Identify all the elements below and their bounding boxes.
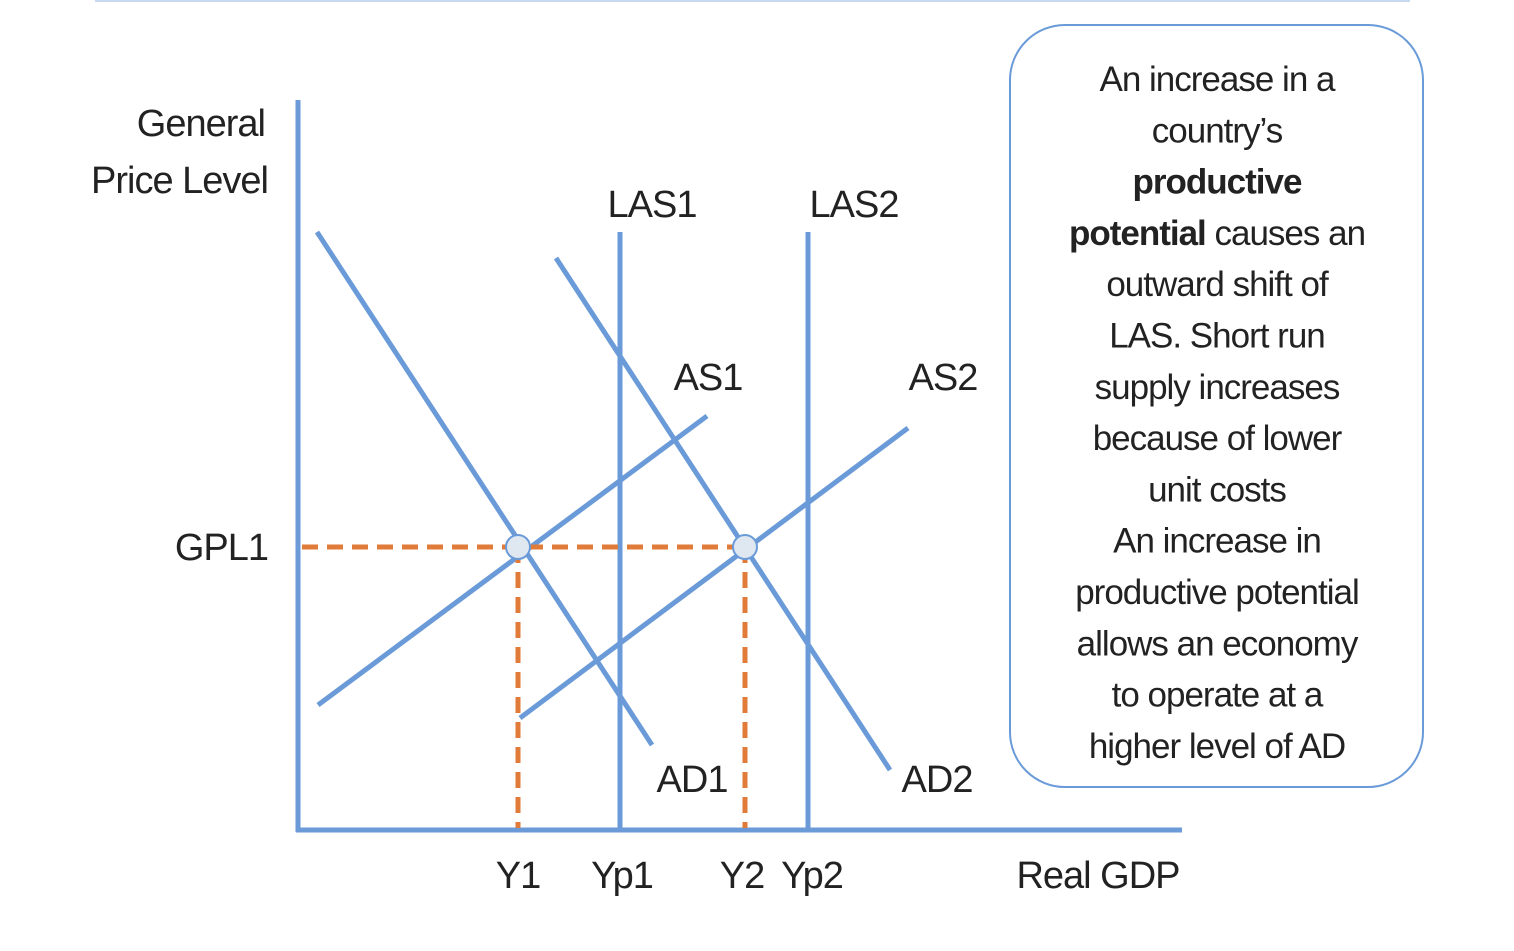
note-text: allows an economy [1077, 625, 1359, 664]
note-text: to operate at a [1112, 676, 1324, 715]
note-line: productive potential [1075, 573, 1359, 612]
note-line: LAS. Short run [1109, 317, 1325, 356]
note-text: productive potential [1075, 573, 1359, 612]
note-bold-text: productive [1133, 163, 1302, 202]
note-line: because of lower [1093, 419, 1343, 458]
note-line: outward shift of [1106, 265, 1329, 304]
note-line: unit costs [1148, 471, 1286, 510]
note-line: country’s [1152, 112, 1283, 151]
equilibrium-1 [505, 534, 531, 560]
x-label: Y2 [720, 855, 764, 897]
note-text: An increase in [1113, 522, 1321, 561]
note-text: LAS. Short run [1109, 317, 1325, 356]
curve-label: LAS2 [810, 184, 899, 226]
note-line: higher level of AD [1089, 727, 1345, 766]
note-border [1009, 24, 1424, 788]
note-text: because of lower [1093, 419, 1343, 458]
note-text: An increase in a [1100, 60, 1337, 99]
note-line: productive [1133, 163, 1302, 202]
x-label: Y1 [496, 855, 540, 897]
note-text: unit costs [1148, 471, 1286, 510]
y-axis-label: Price Level [91, 160, 268, 202]
curve-label: AD2 [902, 759, 973, 801]
gpl-label: GPL1 [175, 527, 268, 569]
as2-curve [518, 425, 910, 721]
x-label: Yp1 [591, 855, 653, 897]
equilibrium-2 [732, 534, 758, 560]
note-text: causes an [1206, 214, 1365, 253]
curve-label: AD1 [657, 759, 728, 801]
note-text: supply increases [1095, 368, 1340, 407]
as1-curve [316, 413, 709, 708]
note-text: outward shift of [1106, 265, 1329, 304]
note-line: allows an economy [1077, 625, 1359, 664]
curve-label: AS1 [674, 357, 743, 399]
note-line: potential causes an [1069, 214, 1365, 253]
note-line: to operate at a [1112, 676, 1324, 715]
curve-label: AS2 [909, 357, 978, 399]
x-label: Yp2 [781, 855, 843, 897]
note-line: An increase in [1113, 522, 1321, 561]
note-box: An increase in a country’s productive poten… [1009, 24, 1424, 788]
curve-label: LAS1 [608, 184, 697, 226]
note-bold-text: potential [1069, 214, 1206, 253]
x-axis-label: Real GDP [1016, 855, 1179, 897]
note-line: An increase in a [1100, 60, 1337, 99]
note-line: supply increases [1095, 368, 1340, 407]
note-text: higher level of AD [1089, 727, 1345, 766]
y-axis-label: General [137, 103, 265, 145]
ad2-curve [553, 256, 893, 772]
note-text: country’s [1152, 112, 1283, 151]
